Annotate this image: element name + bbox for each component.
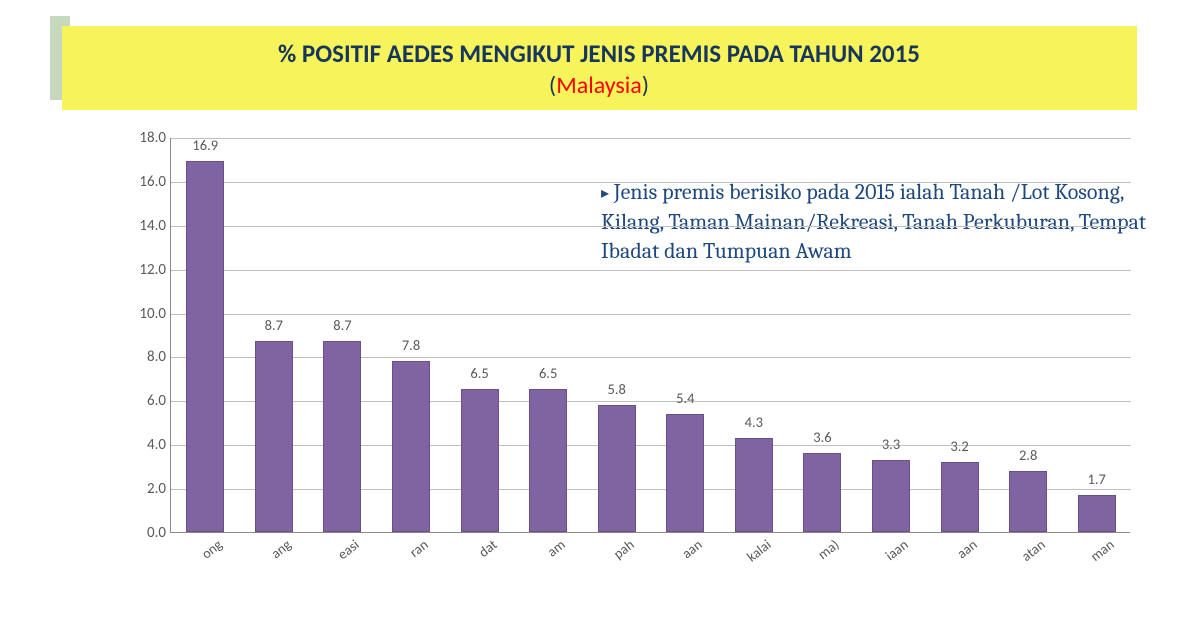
bar-value-label: 6.5	[518, 364, 578, 382]
x-tick-label: ang	[268, 536, 295, 562]
bar-value-label: 3.2	[930, 437, 990, 455]
y-tick-label: 0.0	[122, 524, 166, 542]
bar	[323, 341, 361, 532]
x-tick-label: ran	[406, 536, 431, 561]
y-tick-label: 10.0	[122, 305, 166, 323]
bar-value-label: 3.6	[792, 428, 852, 446]
bar-value-label: 2.8	[998, 446, 1058, 464]
grid-line	[171, 138, 1131, 139]
x-tick-label: pah	[610, 536, 637, 563]
y-tick-label: 4.0	[122, 436, 166, 454]
bar	[392, 361, 430, 532]
bar-value-label: 7.8	[381, 336, 441, 354]
chart-annotation: ▸ Jenis premis berisiko pada 2015 ialah …	[601, 178, 1161, 267]
grid-line	[171, 270, 1131, 271]
bar	[529, 389, 567, 532]
grid-line	[171, 489, 1131, 490]
bar	[735, 438, 773, 532]
x-tick-label: ma)	[815, 536, 843, 563]
grid-line	[171, 357, 1131, 358]
bar-value-label: 8.7	[312, 316, 372, 334]
x-tick-label: kalai	[743, 536, 774, 565]
bar	[598, 405, 636, 532]
grid-line	[171, 226, 1131, 227]
bar-value-label: 3.3	[861, 435, 921, 453]
x-tick-label: ong	[198, 536, 225, 563]
bar	[461, 389, 499, 532]
title-line-1: % POSITIF AEDES MENGIKUT JENIS PREMIS PA…	[102, 38, 1097, 69]
annotation-text: Jenis premis berisiko pada 2015 ialah Ta…	[601, 179, 1146, 264]
title-box: % POSITIF AEDES MENGIKUT JENIS PREMIS PA…	[62, 26, 1137, 110]
bar-value-label: 6.5	[450, 364, 510, 382]
x-tick-label: am	[544, 536, 569, 560]
paren-close: )	[642, 71, 649, 100]
y-tick-label: 18.0	[122, 129, 166, 147]
y-tick-label: 6.0	[122, 392, 166, 410]
grid-line	[171, 182, 1131, 183]
title-line-2: (Malaysia)	[102, 71, 1097, 100]
slide: % POSITIF AEDES MENGIKUT JENIS PREMIS PA…	[0, 0, 1198, 630]
y-tick-label: 8.0	[122, 348, 166, 366]
bar-value-label: 5.8	[587, 380, 647, 398]
bar	[872, 460, 910, 532]
bar	[1009, 471, 1047, 532]
x-tick-label: atan	[1018, 536, 1048, 565]
grid-line	[171, 401, 1131, 402]
y-tick-label: 12.0	[122, 261, 166, 279]
y-tick-label: 14.0	[122, 217, 166, 235]
bar-value-label: 5.4	[655, 389, 715, 407]
x-tick-label: dat	[475, 536, 500, 561]
bullet-icon: ▸	[601, 184, 609, 202]
bar-value-label: 16.9	[175, 136, 235, 154]
title-malaysia: Malaysia	[556, 71, 642, 100]
bar	[666, 414, 704, 533]
chart-area: 0.02.04.06.08.010.012.014.016.018.0 ▸ Je…	[122, 138, 1152, 568]
chart-plot: ▸ Jenis premis berisiko pada 2015 ialah …	[170, 138, 1130, 533]
title-banner: % POSITIF AEDES MENGIKUT JENIS PREMIS PA…	[62, 26, 1137, 110]
x-tick-label: aan	[953, 536, 980, 562]
x-tick-label: easi	[335, 536, 363, 563]
bar	[1078, 495, 1116, 532]
bar	[941, 462, 979, 532]
x-tick-label: man	[1087, 536, 1117, 565]
bar	[255, 341, 293, 532]
bar	[186, 161, 224, 532]
x-tick-label: iaan	[882, 536, 911, 564]
bar-value-label: 1.7	[1067, 470, 1127, 488]
bar	[803, 453, 841, 532]
grid-line	[171, 314, 1131, 315]
bar-value-label: 4.3	[724, 413, 784, 431]
y-tick-label: 2.0	[122, 480, 166, 498]
x-tick-label: aan	[679, 536, 706, 562]
y-tick-label: 16.0	[122, 173, 166, 191]
bar-value-label: 8.7	[244, 316, 304, 334]
